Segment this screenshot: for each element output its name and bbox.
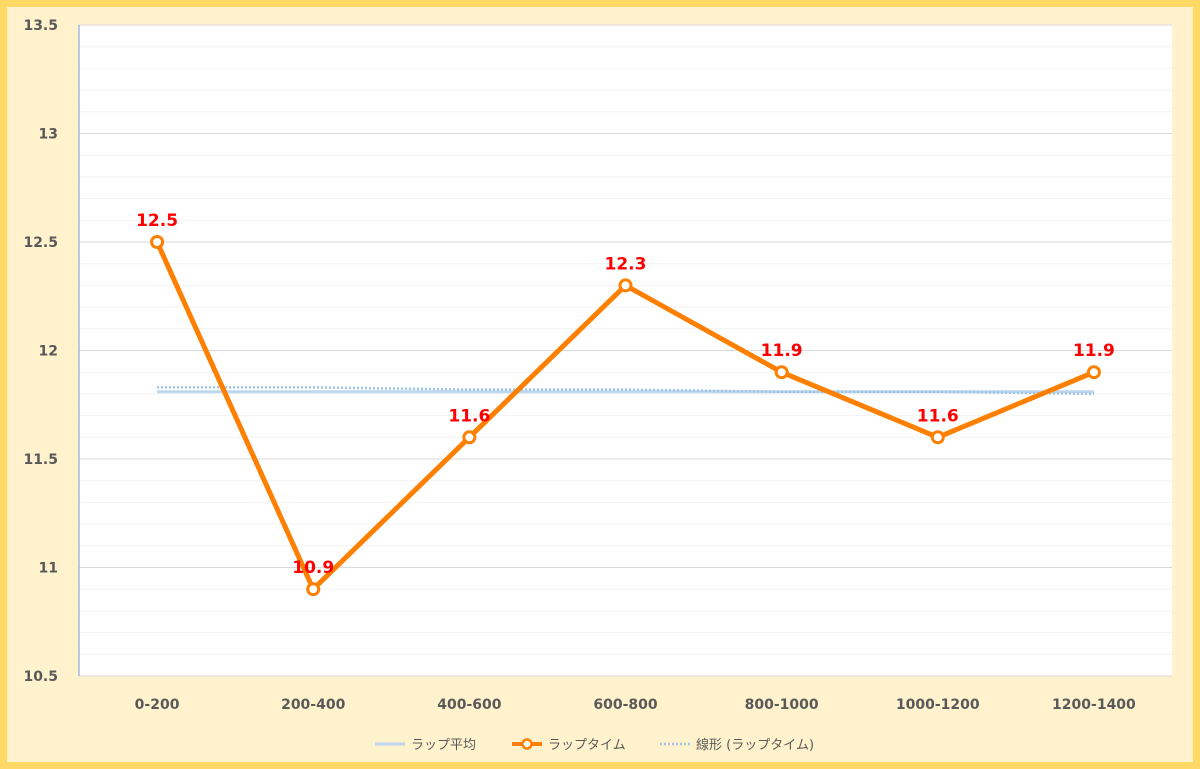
x-tick-label: 600-800 (593, 697, 658, 713)
y-tick-label: 12.5 (23, 235, 58, 251)
major-gridlines (79, 24, 1172, 677)
legend-label-trend: 線形 (ラップタイム) (696, 737, 814, 753)
data-label: 12.5 (136, 211, 178, 231)
legend-label-lap-average: ラップ平均 (411, 738, 476, 753)
lap-time-marker (774, 365, 789, 380)
series-layer (150, 235, 1101, 597)
x-tick-label: 1000-1200 (896, 697, 980, 713)
x-tick-label: 400-600 (437, 697, 502, 713)
lap-time-marker (462, 430, 477, 445)
legend: ラップ平均 ラップタイム 線形 (ラップタイム) (375, 737, 814, 753)
y-tick-label: 13 (39, 127, 58, 143)
x-tick-label: 800-1000 (745, 697, 819, 713)
y-tick-label: 10.5 (23, 669, 58, 685)
y-tick-label: 13.5 (23, 18, 58, 34)
lap-time-marker (618, 278, 633, 293)
lap-time-marker (930, 430, 945, 445)
y-tick-label: 12 (39, 344, 58, 360)
data-label: 12.3 (605, 254, 647, 274)
legend-marker-lap-time (521, 738, 533, 750)
data-labels: 12.5 10.9 11.6 12.3 11.9 11.6 11.9 (136, 211, 1115, 578)
x-axis-tick-labels: 0-200 200-400 400-600 600-800 800-1000 1000-1… (135, 697, 1136, 713)
data-label: 10.9 (292, 558, 334, 578)
lap-time-marker (150, 235, 165, 249)
data-label: 11.9 (1073, 341, 1115, 361)
series-line-trend (157, 386, 1094, 396)
x-tick-label: 1200-1400 (1052, 697, 1136, 713)
y-tick-label: 11 (39, 561, 58, 577)
x-tick-label: 200-400 (281, 697, 346, 713)
minor-gridlines (79, 46, 1172, 655)
lap-time-marker (1086, 365, 1101, 380)
data-label: 11.6 (917, 406, 959, 426)
legend-label-lap-time: ラップタイム (548, 738, 626, 753)
y-tick-label: 11.5 (23, 452, 58, 468)
y-axis-tick-labels: 10.5 11 11.5 12 12.5 13 13.5 (23, 18, 58, 685)
lap-time-marker (306, 582, 321, 597)
data-label: 11.9 (761, 341, 803, 361)
x-tick-label: 0-200 (135, 697, 180, 713)
data-label: 11.6 (448, 406, 490, 426)
